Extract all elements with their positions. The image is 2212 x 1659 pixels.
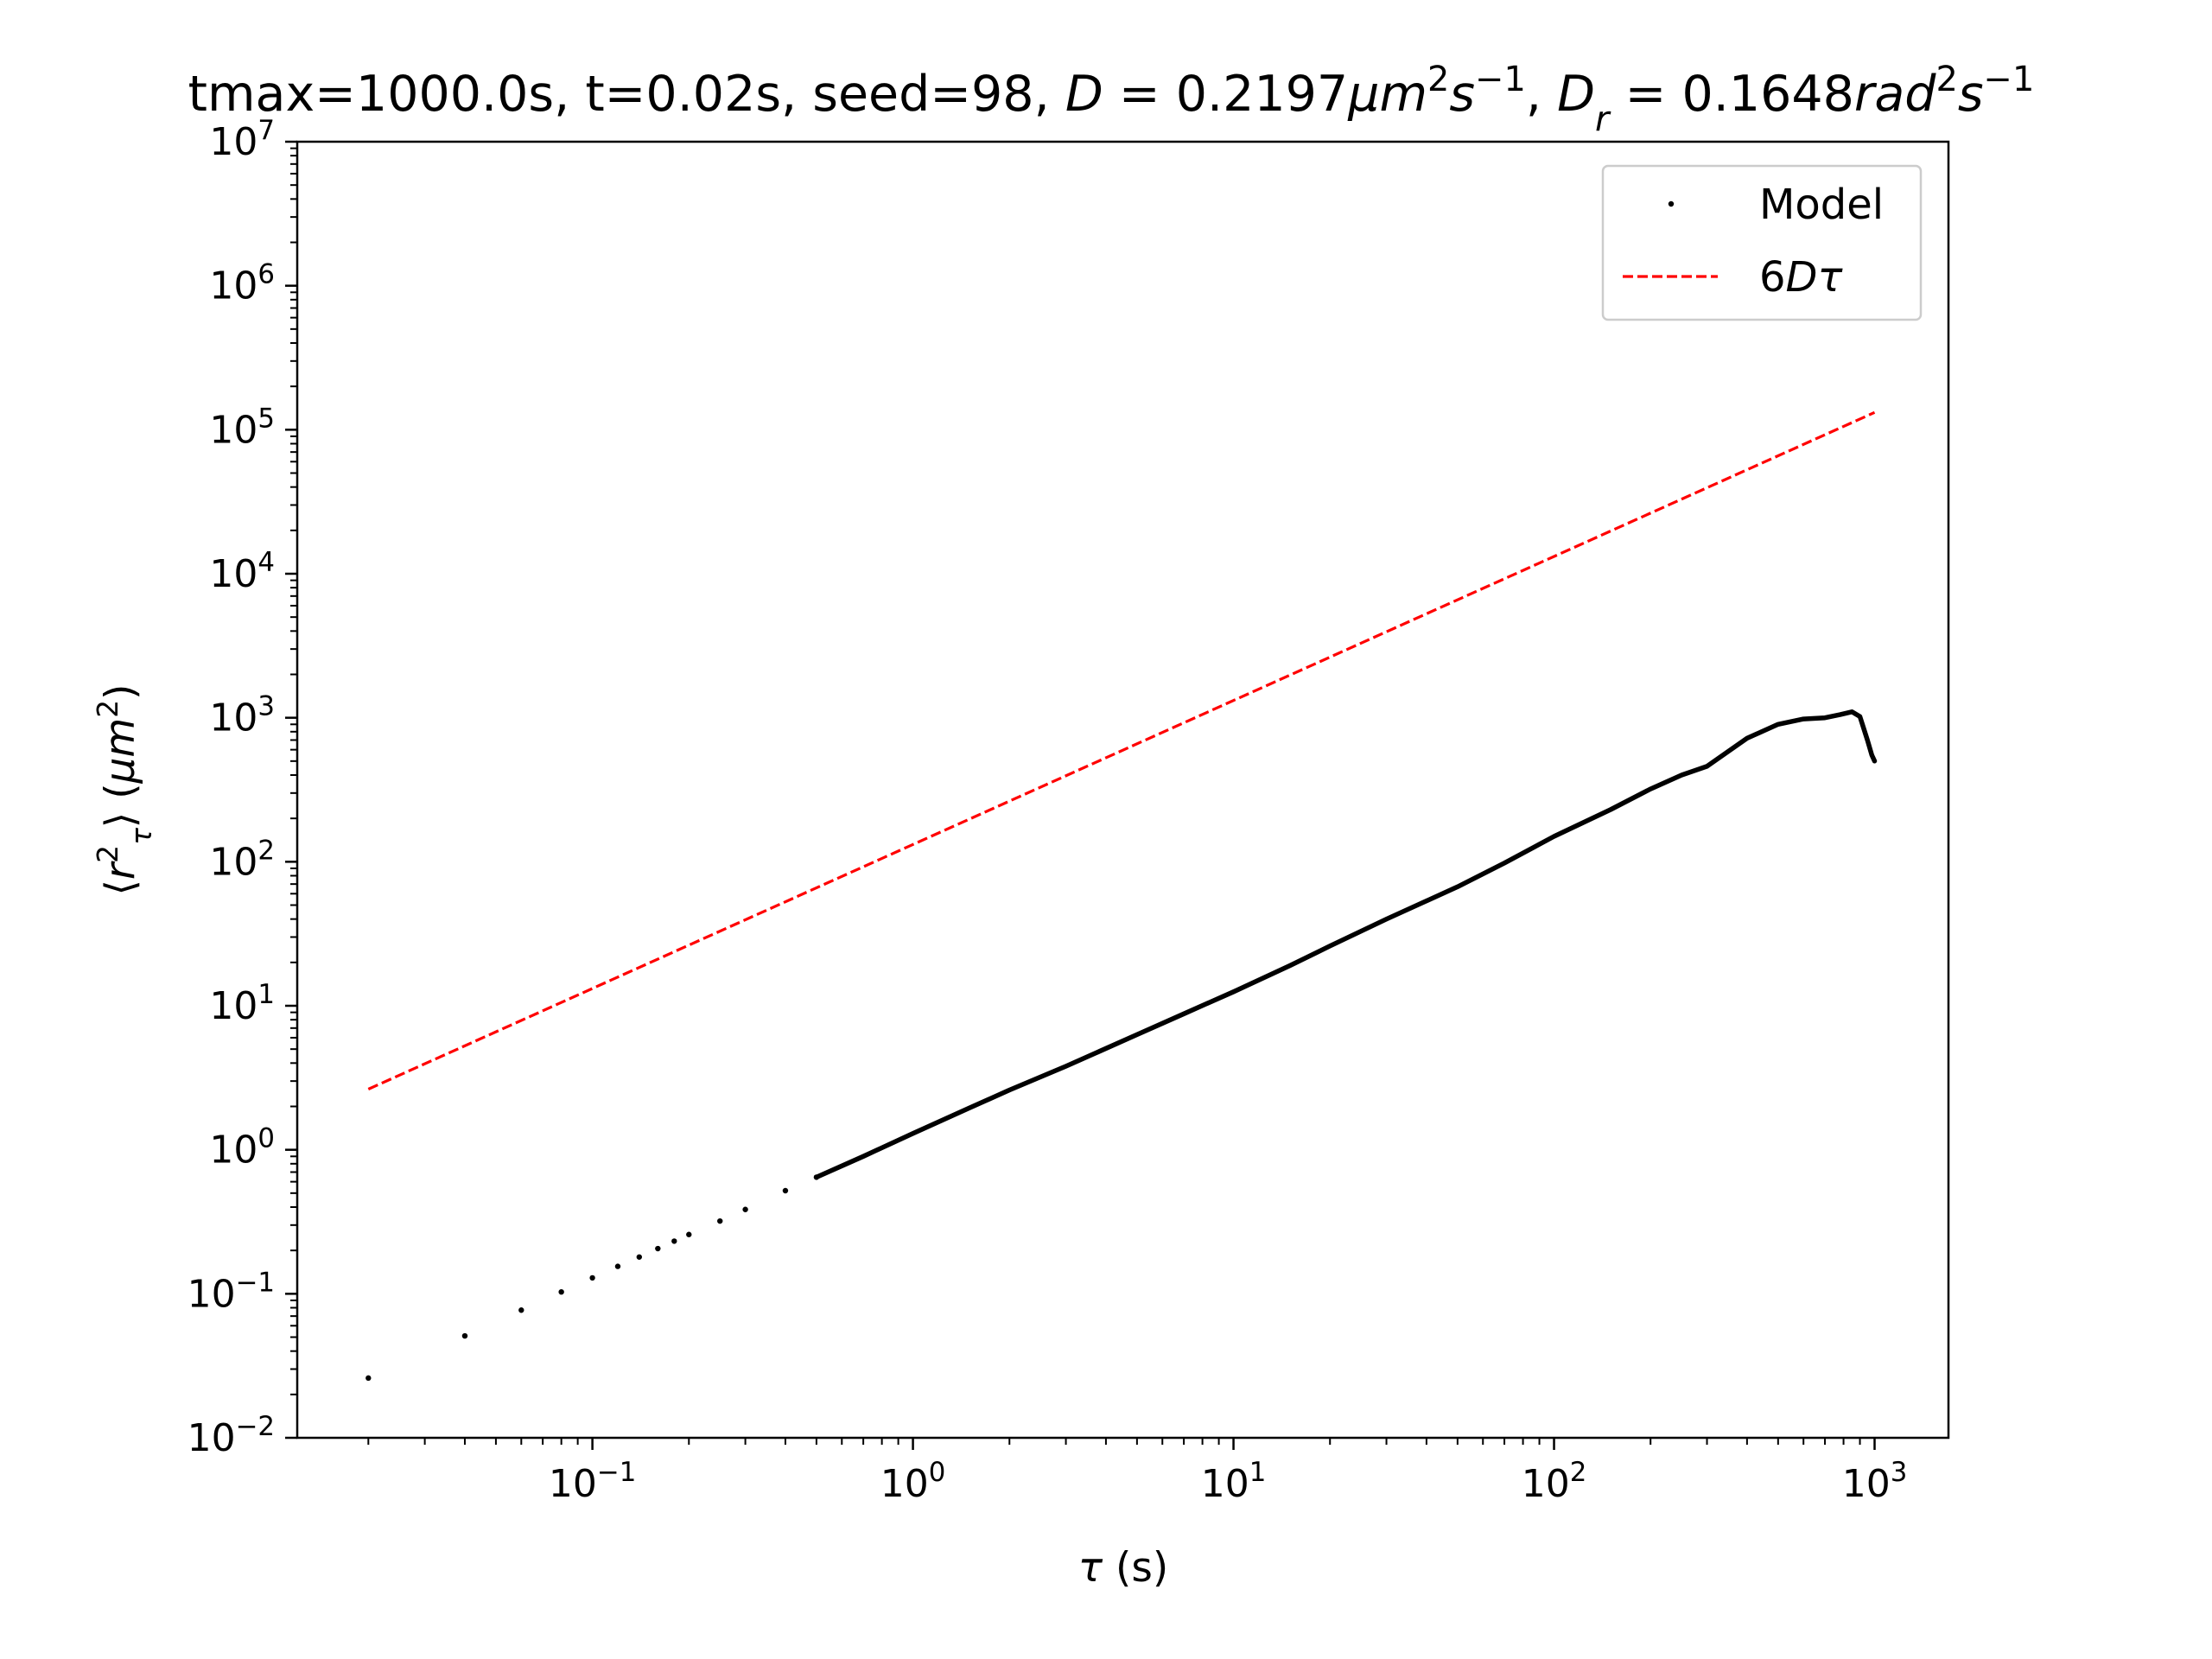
model-point	[636, 1254, 643, 1260]
y-tick-label: 100	[209, 1123, 275, 1173]
y-tick-label: 10−2	[188, 1411, 275, 1460]
model-point	[782, 1187, 789, 1194]
theory-series	[367, 410, 1876, 1090]
x-tick-label: 10−1	[549, 1457, 636, 1506]
x-axis: 10−1 100 101 102 103	[367, 1438, 1908, 1506]
model-point	[686, 1231, 692, 1237]
legend-box	[1601, 164, 1923, 321]
y-axis: 10−2 10−1 100 101 102 103 104 105 106 107	[188, 115, 297, 1460]
x-tick-label: 101	[1201, 1457, 1267, 1506]
model-point	[461, 1332, 468, 1339]
y-tick-label: 105	[209, 403, 275, 452]
legend-model-marker	[1668, 200, 1675, 207]
y-tick-label: 103	[209, 691, 275, 741]
y-tick-label: 102	[209, 835, 275, 884]
legend-model-label: Model	[1759, 181, 1884, 229]
model-point	[671, 1238, 677, 1244]
chart-title: tmax=1000.0s, t=0.02s, seed=98, D = 0.21…	[188, 60, 2035, 139]
model-point	[742, 1206, 748, 1212]
y-tick-label: 107	[209, 115, 275, 164]
x-axis-label: τ (s)	[1078, 1544, 1168, 1592]
x-tick-label: 100	[880, 1457, 946, 1506]
model-point	[558, 1288, 564, 1295]
model-point	[518, 1307, 524, 1313]
model-point	[717, 1217, 723, 1224]
model-dense-trace	[814, 709, 1878, 1180]
model-point	[614, 1263, 621, 1269]
model-series	[365, 709, 1878, 1382]
x-tick-label: 103	[1842, 1457, 1908, 1506]
model-point	[365, 1375, 372, 1382]
y-tick-label: 101	[209, 979, 275, 1028]
legend: Model 6Dτ	[1601, 164, 1923, 321]
y-axis-label: ⟨r2τ⟩ (μm2)	[91, 683, 158, 895]
theory-line	[367, 410, 1876, 1090]
model-point	[655, 1245, 661, 1252]
y-tick-label: 106	[209, 259, 275, 308]
y-tick-label: 104	[209, 547, 275, 596]
model-point	[589, 1274, 595, 1281]
plot-area	[297, 142, 1948, 1438]
legend-theory-label: 6Dτ	[1759, 253, 1844, 302]
plot-frame	[296, 140, 1950, 1440]
y-tick-label: 10−1	[188, 1267, 275, 1316]
x-tick-label: 102	[1522, 1457, 1587, 1506]
